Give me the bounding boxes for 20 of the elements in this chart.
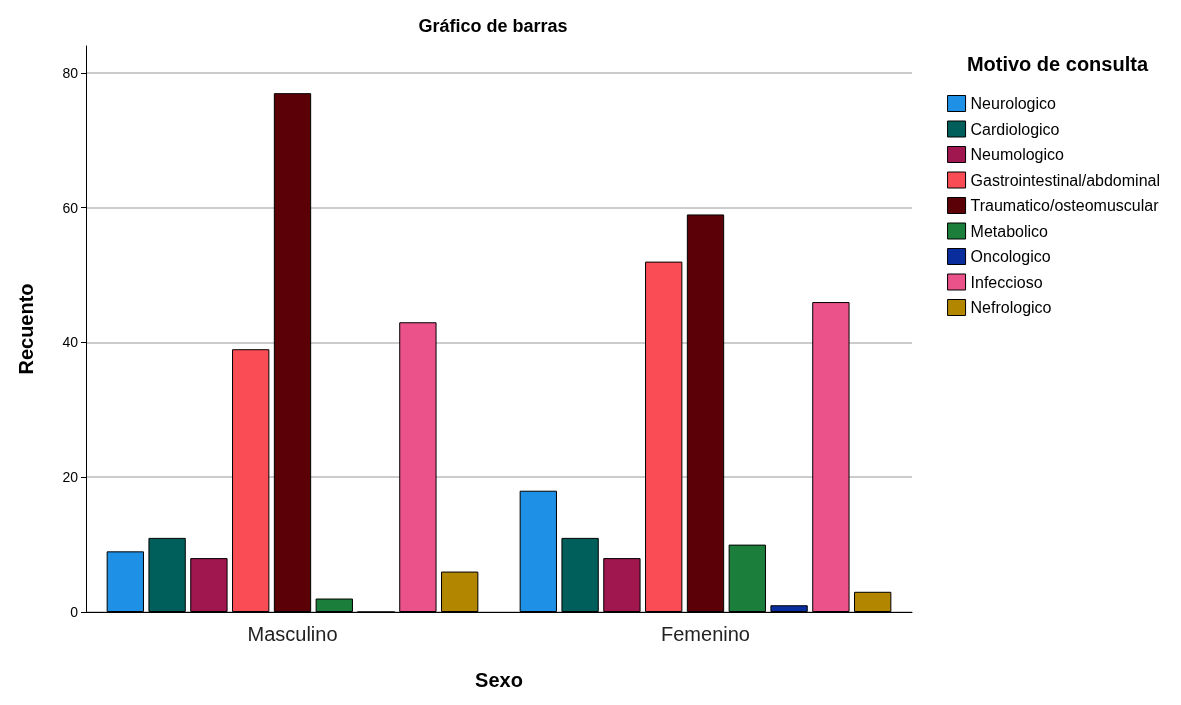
y-tick-label: 20 [62, 469, 79, 486]
legend-label: Metabolico [970, 222, 1049, 240]
y-tick-label: 40 [62, 334, 79, 351]
legend-label: Neumologico [970, 146, 1065, 163]
y-axis-title: Recuento [15, 283, 37, 375]
chart-title: Gráfico de barras [418, 16, 568, 36]
legend-label: Nefrologico [970, 299, 1052, 316]
y-tick-label: 0 [70, 604, 79, 620]
legend-label: Gastrointestinal/abdominal [970, 171, 1160, 189]
legend-label: Neurologico [970, 95, 1057, 112]
y-tick-label: 80 [62, 64, 79, 81]
x-tick-label: Masculino [247, 623, 338, 645]
legend-title: Motivo de consulta [966, 53, 1149, 75]
x-axis-title: Sexo [475, 669, 523, 691]
legend-label: Oncologico [970, 248, 1051, 265]
legend-label: Traumatico/osteomuscular [970, 197, 1160, 214]
y-tick-label: 60 [62, 199, 79, 216]
legend-label: Cardiologico [970, 120, 1060, 138]
legend-label: Infeccioso [970, 273, 1043, 291]
x-tick-label: Femenino [661, 623, 750, 645]
